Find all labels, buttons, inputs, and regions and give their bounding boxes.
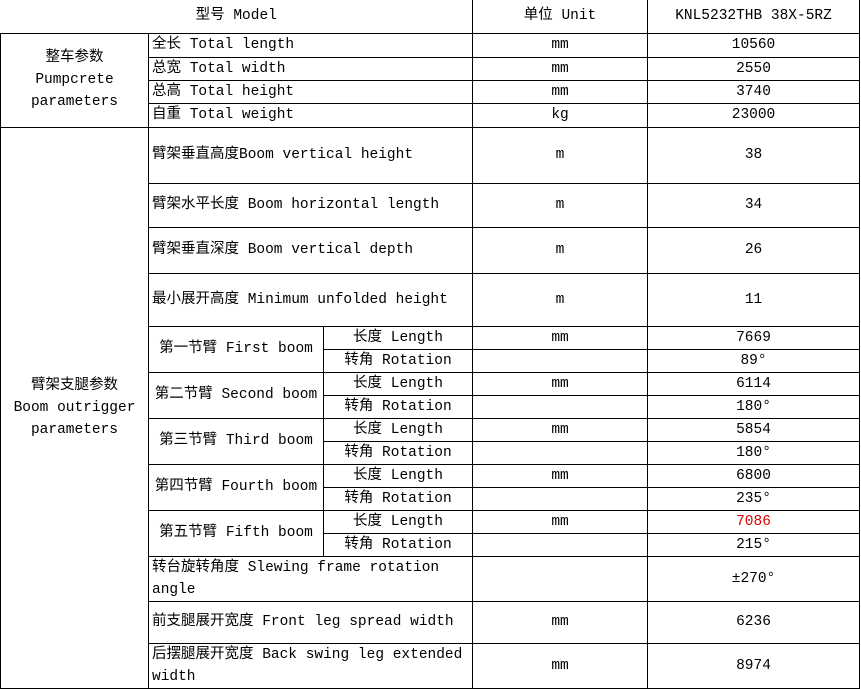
param-value: 11 <box>647 272 861 327</box>
rotation-label: 转角 Rotation <box>322 486 474 511</box>
model-value-header: KNL5232THB 38X-5RZ <box>647 0 861 34</box>
rotation-label: 转角 Rotation <box>322 348 474 373</box>
param-label: 臂架垂直高度Boom vertical height <box>147 126 474 184</box>
param-value: 180° <box>647 394 861 419</box>
boom-group-label: 臂架支腿参数 Boom outrigger parameters <box>0 126 149 689</box>
param-label: 后摆腿展开宽度 Back swing leg extended width <box>147 642 474 689</box>
param-value: 23000 <box>647 102 861 128</box>
rotation-label: 转角 Rotation <box>322 440 474 465</box>
param-unit: kg <box>472 102 649 128</box>
param-value: ±270° <box>647 555 861 602</box>
unit-header: 单位 Unit <box>472 0 649 34</box>
param-label: 前支腿展开宽度 Front leg spread width <box>147 600 474 644</box>
param-value: 7669 <box>647 325 861 350</box>
param-unit: mm <box>472 325 649 350</box>
param-unit <box>472 440 649 465</box>
param-unit: mm <box>472 642 649 689</box>
boom-section-label: 第五节臂 Fifth boom <box>148 509 324 557</box>
length-label: 长度 Length <box>322 509 474 534</box>
param-unit: m <box>472 126 649 184</box>
length-label: 长度 Length <box>322 417 474 442</box>
param-value: 2550 <box>647 56 861 81</box>
section-length-row: 第五节臂 Fifth boom 长度 Length mm 7086 <box>1 509 861 557</box>
param-value: 38 <box>647 126 861 184</box>
param-value: 3740 <box>647 79 861 104</box>
param-value-highlighted: 7086 <box>647 509 861 534</box>
boom-section-label: 第四节臂 Fourth boom <box>148 463 324 511</box>
param-unit <box>472 532 649 557</box>
table-row: 整车参数 Pumpcrete parameters 全长 Total length… <box>0 32 861 128</box>
length-label: 长度 Length <box>322 371 474 396</box>
model-header: 型号 Model <box>0 0 474 34</box>
param-value: 5854 <box>647 417 861 442</box>
param-unit: mm <box>472 56 649 81</box>
boom-section-label: 第三节臂 Third boom <box>148 417 324 465</box>
param-label: 最小展开高度 Minimum unfolded height <box>147 272 474 327</box>
param-value: 6114 <box>647 371 861 396</box>
param-unit: mm <box>472 32 649 58</box>
param-value: 215° <box>647 532 861 557</box>
param-unit: mm <box>472 509 649 534</box>
param-unit: m <box>472 272 649 327</box>
section-length-row: 第四节臂 Fourth boom 长度 Length mm 6800 <box>1 463 861 511</box>
param-value: 6236 <box>647 600 861 644</box>
param-value: 89° <box>647 348 861 373</box>
param-unit: mm <box>472 463 649 488</box>
param-value: 34 <box>647 182 861 228</box>
param-unit: mm <box>472 417 649 442</box>
param-label: 全长 Total length <box>147 32 474 58</box>
param-unit <box>472 555 649 602</box>
section-length-row: 第一节臂 First boom 长度 Length mm 7669 <box>1 325 861 373</box>
param-label: 总宽 Total width <box>147 56 474 81</box>
param-unit: mm <box>472 79 649 104</box>
rotation-label: 转角 Rotation <box>322 532 474 557</box>
table-row: 转台旋转角度 Slewing frame rotation angle ±270… <box>1 555 861 602</box>
param-label: 自重 Total weight <box>147 102 474 128</box>
param-value: 26 <box>647 226 861 274</box>
section-rotation-row: 转角 Rotation 89° <box>1 348 861 373</box>
param-unit <box>472 348 649 373</box>
param-unit <box>472 394 649 419</box>
param-value: 10560 <box>647 32 861 58</box>
pumpcrete-group-label: 整车参数 Pumpcrete parameters <box>0 32 149 128</box>
param-label: 臂架水平长度 Boom horizontal length <box>147 182 474 228</box>
param-value: 8974 <box>647 642 861 689</box>
table-row: 自重 Total weight kg 23000 <box>1 102 861 128</box>
rotation-label: 转角 Rotation <box>322 394 474 419</box>
table-row: 总宽 Total width mm 2550 <box>1 56 861 81</box>
param-value: 235° <box>647 486 861 511</box>
boom-section-label: 第一节臂 First boom <box>148 325 324 373</box>
header-row: 型号 Model 单位 Unit KNL5232THB 38X-5RZ <box>0 0 861 34</box>
boom-section-label: 第二节臂 Second boom <box>148 371 324 419</box>
param-unit <box>472 486 649 511</box>
param-unit: mm <box>472 600 649 644</box>
table-row: 臂架支腿参数 Boom outrigger parameters 臂架垂直高度Bo… <box>0 126 861 689</box>
param-label: 转台旋转角度 Slewing frame rotation angle <box>147 555 474 602</box>
table-row: 总高 Total height mm 3740 <box>1 79 861 104</box>
param-unit: m <box>472 182 649 228</box>
table-row: 臂架水平长度 Boom horizontal length m 34 <box>1 182 861 228</box>
table-row: 臂架垂直深度 Boom vertical depth m 26 <box>1 226 861 274</box>
param-label: 臂架垂直深度 Boom vertical depth <box>147 226 474 274</box>
length-label: 长度 Length <box>322 325 474 350</box>
param-unit: mm <box>472 371 649 396</box>
param-unit: m <box>472 226 649 274</box>
param-value: 180° <box>647 440 861 465</box>
table-row: 最小展开高度 Minimum unfolded height m 11 <box>1 272 861 327</box>
length-label: 长度 Length <box>322 463 474 488</box>
param-label: 总高 Total height <box>147 79 474 104</box>
param-value: 6800 <box>647 463 861 488</box>
section-rotation-row: 转角 Rotation 180° <box>1 440 861 465</box>
